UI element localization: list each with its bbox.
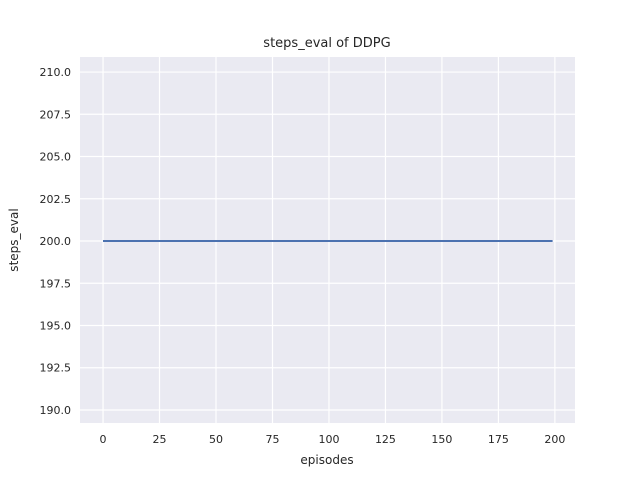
x-axis-label: episodes xyxy=(300,453,353,467)
x-tick-label: 125 xyxy=(375,433,396,446)
y-tick-label: 197.5 xyxy=(40,277,72,290)
x-tick-label: 200 xyxy=(544,433,565,446)
x-tick-label: 100 xyxy=(318,433,339,446)
x-tick-label: 25 xyxy=(153,433,167,446)
y-tick-label: 200.0 xyxy=(40,235,72,248)
x-tick-label: 150 xyxy=(431,433,452,446)
x-tick-label: 0 xyxy=(100,433,107,446)
y-tick-label: 207.5 xyxy=(40,108,72,121)
y-tick-label: 192.5 xyxy=(40,362,72,375)
y-tick-label: 205.0 xyxy=(40,151,72,164)
chart-title: steps_eval of DDPG xyxy=(263,36,390,51)
y-tick-label: 190.0 xyxy=(40,404,72,417)
y-tick-label: 195.0 xyxy=(40,320,72,333)
x-tick-label: 75 xyxy=(265,433,279,446)
y-tick-label: 210.0 xyxy=(40,66,72,79)
x-tick-label: 175 xyxy=(488,433,509,446)
y-tick-label: 202.5 xyxy=(40,193,72,206)
x-tick-label: 50 xyxy=(209,433,223,446)
x-tick-labels: 0 25 50 75 100 125 150 175 200 xyxy=(100,433,566,446)
y-tick-labels: 190.0 192.5 195.0 197.5 200.0 202.5 205.0 207.5… xyxy=(40,66,72,417)
y-axis-label: steps_eval xyxy=(7,208,21,271)
